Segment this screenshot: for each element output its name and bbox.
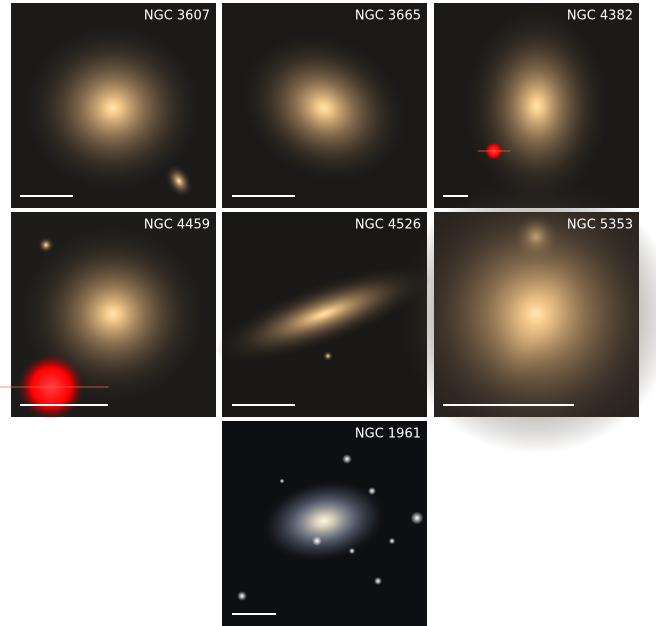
star <box>374 577 382 585</box>
galaxy-panel: NGC 3665 <box>222 3 427 208</box>
star <box>410 511 424 525</box>
panel-label: NGC 1961 <box>355 427 421 442</box>
galaxy-panel: NGC 5353 <box>396 174 656 454</box>
galaxy-panel: NGC 4382 <box>434 3 639 208</box>
galaxy-glow <box>215 265 433 363</box>
panel-label: NGC 5353 <box>567 218 633 233</box>
galaxy-glow <box>165 164 193 198</box>
panel-label: NGC 3665 <box>355 9 421 24</box>
panel-label: NGC 4526 <box>355 218 421 233</box>
panel-label: NGC 3607 <box>144 9 210 24</box>
star <box>368 487 376 495</box>
galaxy-glow <box>239 31 409 185</box>
panel-label: NGC 4382 <box>567 9 633 24</box>
star <box>348 547 356 555</box>
spiral-galaxy <box>262 480 386 562</box>
star <box>279 478 285 484</box>
star <box>312 536 322 546</box>
galaxy-panel: NGC 4526 <box>215 212 433 417</box>
galaxy-glow <box>323 351 333 361</box>
galaxy-glow <box>21 226 205 402</box>
panel-label: NGC 4459 <box>144 218 210 233</box>
galaxy-panel: NGC 3607 <box>11 3 216 208</box>
galaxy-glow <box>38 237 54 253</box>
star <box>237 591 247 601</box>
galaxy-glow <box>23 23 203 193</box>
star <box>342 454 352 464</box>
galaxy-panel: NGC 4459 <box>0 212 216 419</box>
galaxy-glow <box>396 174 656 454</box>
star <box>388 537 396 545</box>
galaxy-panel: NGC 1961 <box>222 421 427 626</box>
